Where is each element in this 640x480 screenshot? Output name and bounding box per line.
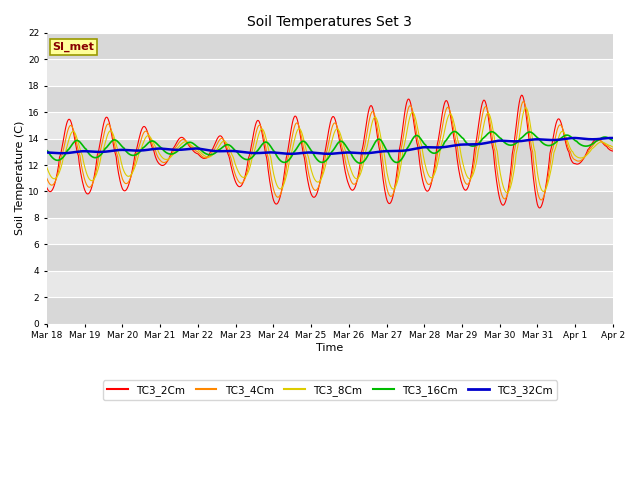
Bar (47, 271, 613, 297)
X-axis label: Time: Time (316, 343, 344, 353)
Bar (47, 244, 613, 271)
Y-axis label: Soil Temperature (C): Soil Temperature (C) (15, 121, 25, 235)
Bar (47, 297, 613, 324)
Text: SI_met: SI_met (52, 42, 95, 52)
Bar (47, 218, 613, 244)
Bar (47, 165, 613, 192)
Title: Soil Temperatures Set 3: Soil Temperatures Set 3 (248, 15, 412, 29)
Bar (47, 192, 613, 218)
Bar (47, 86, 613, 112)
Bar (47, 33, 613, 60)
Bar (47, 139, 613, 165)
Bar (47, 60, 613, 86)
Legend: TC3_2Cm, TC3_4Cm, TC3_8Cm, TC3_16Cm, TC3_32Cm: TC3_2Cm, TC3_4Cm, TC3_8Cm, TC3_16Cm, TC3… (103, 381, 557, 400)
Bar (47, 112, 613, 139)
